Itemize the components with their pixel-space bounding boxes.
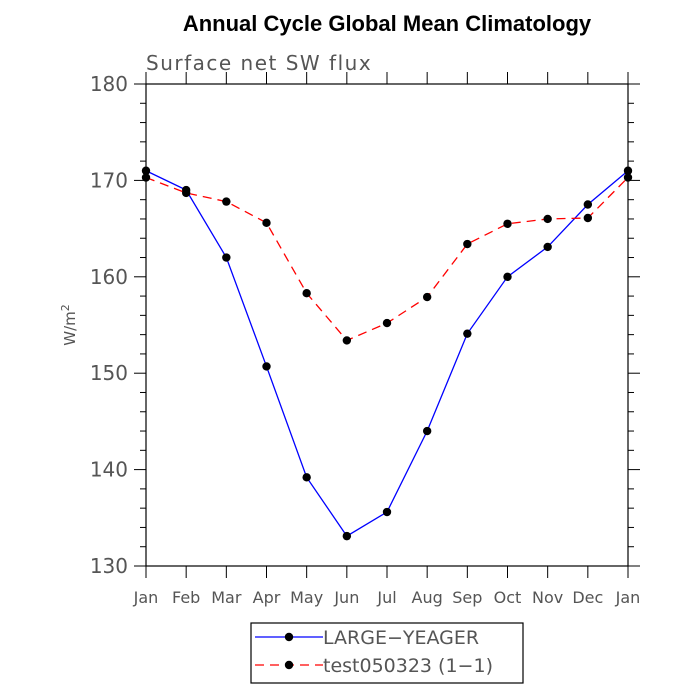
data-point [503, 219, 512, 228]
x-tick-label: Aug [412, 588, 443, 607]
data-point [543, 242, 552, 252]
data-point [382, 507, 392, 517]
data-point [141, 173, 151, 182]
data-point [262, 362, 271, 371]
legend-swatch-marker [284, 660, 294, 670]
data-point [583, 213, 593, 223]
data-point [302, 288, 311, 298]
data-point [422, 292, 432, 302]
legend-label: LARGE−YEAGER [323, 627, 479, 649]
x-tick-label: Jan [133, 588, 159, 607]
x-tick-label: Jun [333, 588, 359, 607]
legend-label: test050323 (1−1) [323, 655, 493, 677]
series-2 [141, 173, 633, 345]
y-tick-label: 180 [90, 72, 128, 96]
data-point [141, 166, 151, 175]
data-point [422, 426, 432, 436]
y-tick-label: 140 [90, 458, 128, 482]
data-point [342, 531, 352, 541]
y-axis-label-superscript: 2 [59, 304, 72, 311]
x-tick-label: May [290, 588, 323, 607]
data-point [583, 200, 593, 209]
chart-title: Annual Cycle Global Mean Climatology [183, 11, 592, 36]
legend-swatch-marker [284, 632, 294, 642]
data-point [382, 318, 392, 328]
x-tick-label: Jul [376, 588, 396, 607]
data-point [262, 218, 271, 228]
axis-ticks [134, 72, 640, 578]
data-point [503, 272, 512, 281]
chart-subtitle: Surface net SW flux [146, 51, 372, 75]
x-tick-label: Nov [532, 588, 563, 607]
x-tick-label: Sep [452, 588, 482, 607]
y-axis-label-text: W/m [61, 311, 79, 346]
data-point [302, 473, 311, 482]
data-point [342, 336, 352, 345]
x-tick-label: Apr [253, 588, 281, 607]
y-tick-label: 160 [90, 265, 128, 289]
y-tick-label: 170 [90, 168, 128, 192]
y-tick-label: 150 [90, 361, 128, 385]
series-line [145, 176, 629, 342]
legend-box [250, 622, 524, 684]
x-tick-label: Mar [211, 588, 242, 607]
x-tick-label: Feb [172, 588, 200, 607]
data-point [543, 214, 552, 224]
data-point [222, 197, 231, 206]
data-point [623, 166, 633, 175]
x-tick-label: Dec [572, 588, 603, 607]
y-tick-label: 130 [90, 554, 128, 578]
series-line [145, 170, 629, 537]
series-1 [141, 166, 633, 541]
x-tick-label: Jan [615, 588, 641, 607]
series-layer [141, 166, 633, 541]
tick-labels: 130 140 150 160 170 180 Jan Feb Mar Apr May Jun Jul A… [90, 72, 641, 607]
data-point [623, 173, 633, 182]
data-point [181, 188, 191, 198]
y-axis-label: W/m2 [59, 304, 79, 346]
data-point [222, 253, 231, 262]
data-point [463, 239, 472, 249]
x-tick-label: Oct [494, 588, 522, 607]
legend: LARGE−YEAGER test050323 (1−1) [250, 622, 524, 684]
data-point [463, 329, 472, 338]
